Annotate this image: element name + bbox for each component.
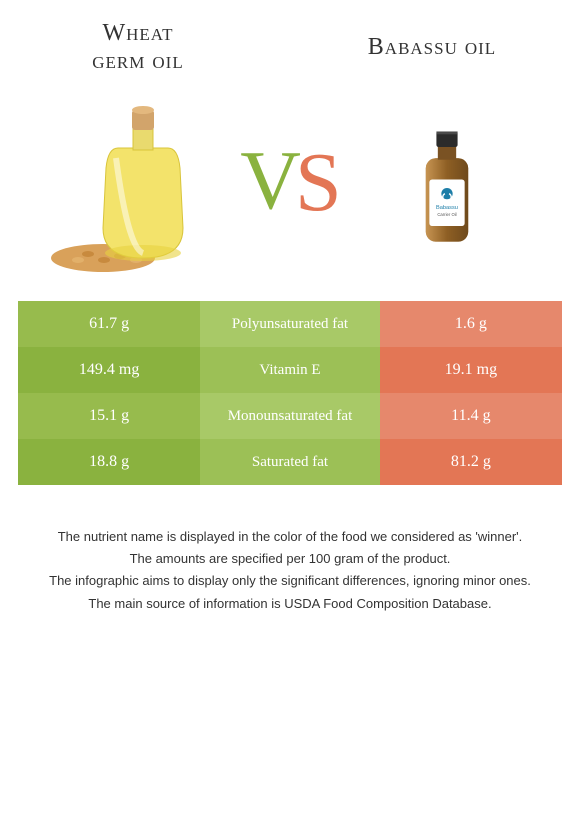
footer-line-1: The nutrient name is displayed in the co… bbox=[46, 527, 534, 547]
images-row: VS Babassu Carrier Oil bbox=[18, 83, 562, 283]
svg-text:Carrier Oil: Carrier Oil bbox=[437, 212, 456, 217]
table-row: 15.1 gMonounsaturated fat11.4 g bbox=[18, 393, 562, 439]
vs-label: VS bbox=[240, 141, 339, 225]
cell-left-value: 18.8 g bbox=[18, 439, 200, 485]
vs-v: V bbox=[240, 139, 299, 223]
cell-left-value: 149.4 mg bbox=[18, 347, 200, 393]
right-image: Babassu Carrier Oil bbox=[362, 88, 532, 278]
cell-right-value: 19.1 mg bbox=[380, 347, 562, 393]
vs-s: S bbox=[295, 141, 340, 225]
cell-left-value: 15.1 g bbox=[18, 393, 200, 439]
cell-right-value: 81.2 g bbox=[380, 439, 562, 485]
footer-line-3: The infographic aims to display only the… bbox=[46, 571, 534, 591]
cell-right-value: 11.4 g bbox=[380, 393, 562, 439]
cell-nutrient-name: Polyunsaturated fat bbox=[200, 301, 380, 347]
svg-text:Babassu: Babassu bbox=[436, 205, 458, 211]
comparison-table: 61.7 gPolyunsaturated fat1.6 g149.4 mgVi… bbox=[18, 301, 562, 485]
footer-notes: The nutrient name is displayed in the co… bbox=[18, 527, 562, 616]
footer-line-2: The amounts are specified per 100 gram o… bbox=[46, 549, 534, 569]
header: Wheat germ oil Babassu oil bbox=[18, 20, 562, 75]
footer-line-4: The main source of information is USDA F… bbox=[46, 594, 534, 614]
title-left-line1: Wheat bbox=[102, 20, 173, 46]
table-row: 149.4 mgVitamin E19.1 mg bbox=[18, 347, 562, 393]
cell-right-value: 1.6 g bbox=[380, 301, 562, 347]
title-right: Babassu oil bbox=[332, 34, 532, 62]
cell-left-value: 61.7 g bbox=[18, 301, 200, 347]
cell-nutrient-name: Vitamin E bbox=[200, 347, 380, 393]
title-left-line2: germ oil bbox=[92, 48, 183, 74]
infographic: Wheat germ oil Babassu oil bbox=[0, 0, 580, 814]
table-row: 18.8 gSaturated fat81.2 g bbox=[18, 439, 562, 485]
left-image bbox=[48, 88, 218, 278]
cell-nutrient-name: Saturated fat bbox=[200, 439, 380, 485]
cell-nutrient-name: Monounsaturated fat bbox=[200, 393, 380, 439]
table-row: 61.7 gPolyunsaturated fat1.6 g bbox=[18, 301, 562, 347]
title-left: Wheat germ oil bbox=[48, 20, 228, 75]
